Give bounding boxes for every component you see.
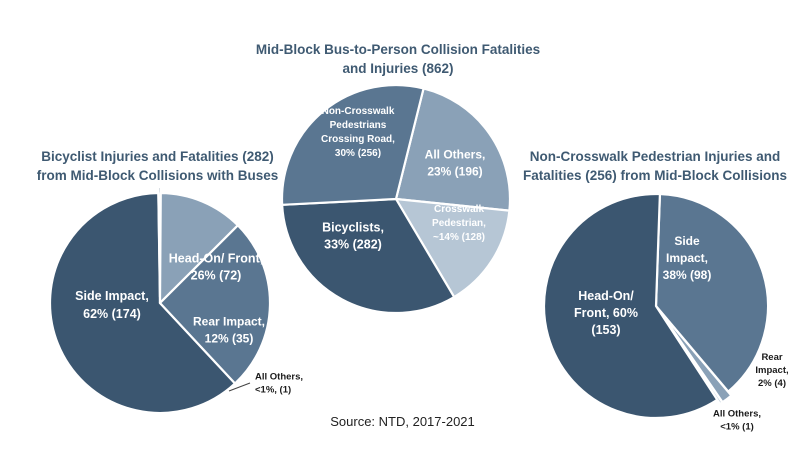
slice-label: Non-Crosswalk Pedestrians Crossing Road, 30…: [321, 106, 395, 159]
pie-slice: [654, 192, 770, 393]
source-note: Source: NTD, 2017-2021: [330, 414, 475, 429]
slice-label: Rear Impact, 2% (4): [755, 352, 788, 389]
chart-title-line: and Injuries (862): [342, 61, 454, 76]
chart-title-line: Mid-Block Bus-to-Person Collision Fatali…: [255, 42, 541, 57]
chart-title-bicyclist: Bicyclist Injuries and Fatalities (282) …: [0, 147, 315, 185]
pie-slice: [48, 191, 237, 415]
pie-slice: [394, 197, 511, 299]
chart-title-line: Bicyclist Injuries and Fatalities (282): [41, 149, 274, 164]
pie-chart-2: All Others, 23% (196) Crosswalk Pedestrian,…: [280, 83, 512, 315]
chart-title-line: Fatalities (256) from Mid-Block Collisio…: [522, 168, 788, 183]
slice-label: Side Impact, 62% (174): [75, 289, 149, 321]
slice-label: All Others, <1% (1): [713, 409, 761, 433]
chart-title-pedestrian: Non-Crosswalk Pedestrian Injuries and Fa…: [505, 147, 805, 185]
slice-label: All Others, 23% (196): [425, 148, 486, 179]
pie-slice: [158, 191, 239, 305]
pie-slice: [158, 224, 272, 385]
slice-label: Head-On/ Front, 26% (72): [169, 252, 263, 283]
slice-label: Side Impact, 38% (98): [663, 234, 712, 282]
leader-line: [228, 382, 251, 392]
pie-chart-3: Side Impact, 38% (98) Rear Impact, 2% (4) All …: [542, 192, 789, 433]
pie-slice: [394, 87, 512, 212]
pie-slice: [281, 197, 456, 315]
pie-slice: [542, 192, 719, 420]
pie-slice: [280, 83, 425, 206]
pie-chart-1: Side Impact, 62% (174) All Others, <1%, (1)…: [48, 185, 303, 415]
slice-label: Bicyclists, 33% (282): [322, 221, 384, 252]
chart-title-line: from Mid-Block Collisions with Buses: [36, 168, 279, 183]
chart-title-line: Non-Crosswalk Pedestrian Injuries and: [529, 149, 781, 164]
slice-label: Rear Impact, 12% (35): [193, 315, 265, 346]
slice-label: All Others, <1%, (1): [255, 372, 303, 396]
slice-label: Head-On/Front, 60% (153): [574, 289, 638, 337]
chart-title-overall: Mid-Block Bus-to-Person Collision Fatali…: [228, 40, 568, 78]
slice-label: Crosswalk Pedestrian, ~14% (128): [432, 204, 486, 243]
